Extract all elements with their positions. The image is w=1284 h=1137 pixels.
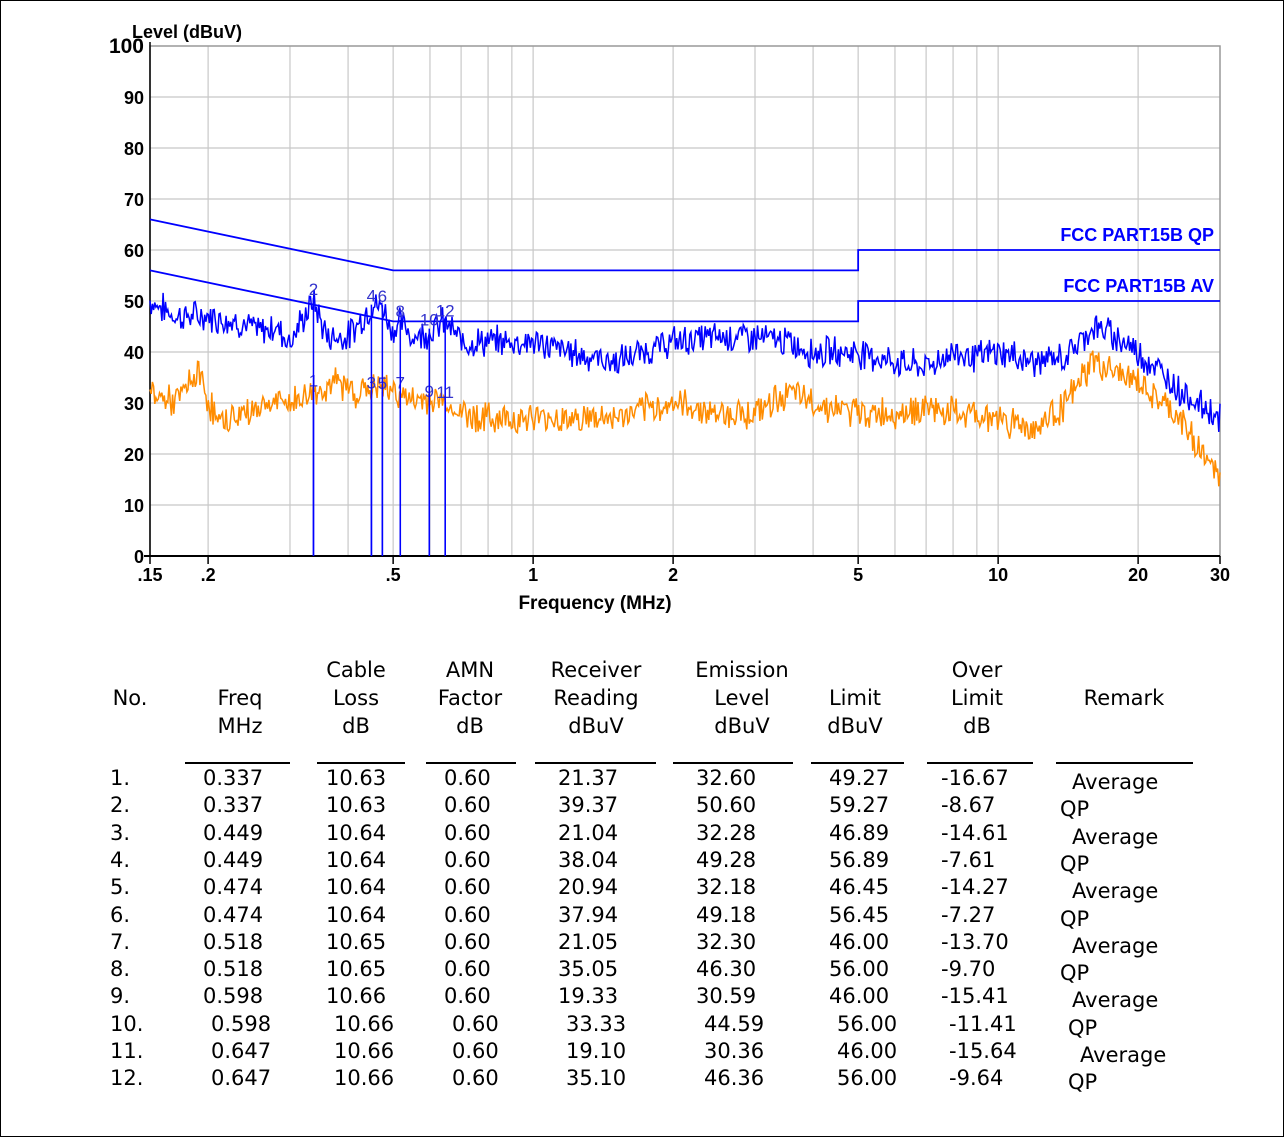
marker-label: 8 xyxy=(396,302,405,321)
y-tick-label: 30 xyxy=(124,394,144,414)
marker-label: 10 xyxy=(420,311,439,330)
y-tick-label: 10 xyxy=(124,496,144,516)
x-tick-label: 10 xyxy=(988,565,1008,585)
marker-label: 2 xyxy=(309,280,318,299)
y-tick-label: 40 xyxy=(124,343,144,363)
y-tick-label: 80 xyxy=(124,139,144,159)
x-tick-label: 5 xyxy=(853,565,863,585)
marker-label: 6 xyxy=(378,287,387,306)
y-tick-label: 90 xyxy=(124,88,144,108)
av-limit-label: FCC PART15B AV xyxy=(1063,276,1214,296)
marker-label: 4 xyxy=(367,287,376,306)
y-tick-label: 50 xyxy=(124,292,144,312)
y-tick-label: 60 xyxy=(124,241,144,261)
y-tick-label: 0 xyxy=(134,547,144,567)
x-tick-label: .2 xyxy=(201,565,216,585)
av-limit-line xyxy=(149,269,1220,323)
y-axis-label: Level (dBuV) xyxy=(132,22,242,42)
y-tick-label: 70 xyxy=(124,190,144,210)
marker-label: 12 xyxy=(436,302,455,321)
y-tick-label: 20 xyxy=(124,445,144,465)
x-tick-label: 30 xyxy=(1210,565,1230,585)
y-tick-label: 100 xyxy=(109,35,144,58)
x-tick-label: 2 xyxy=(668,565,678,585)
qp-limit-line xyxy=(149,218,1220,272)
x-tick-label: 20 xyxy=(1128,565,1148,585)
x-tick-label: .5 xyxy=(386,565,401,585)
average-trace xyxy=(149,350,1221,487)
x-tick-label: .15 xyxy=(137,565,162,585)
qp-trace xyxy=(149,289,1221,432)
qp-limit-label: FCC PART15B QP xyxy=(1060,225,1214,245)
x-tick-label: 1 xyxy=(528,565,538,585)
x-axis-label: Frequency (MHz) xyxy=(518,593,671,614)
